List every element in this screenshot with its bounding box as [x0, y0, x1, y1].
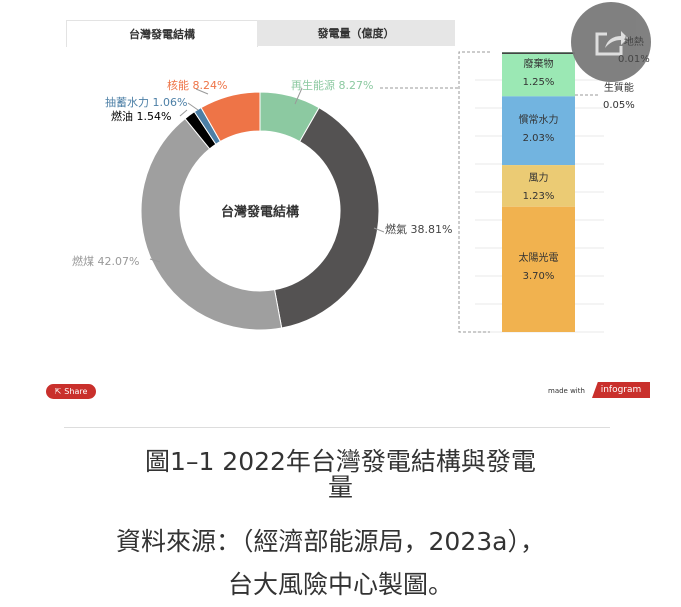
label-gas: 燃氣 38.81% [385, 223, 453, 236]
label-renewable: 再生能源 8.27% [291, 79, 374, 92]
label-coal: 燃煤 42.07% [72, 255, 140, 268]
bar-label-wind: 風力 1.23% [502, 170, 575, 206]
leader-line-1 [195, 88, 209, 95]
donut-center-label: 台灣發電結構 [220, 205, 299, 220]
bar-label-name: 慣常水力 [518, 115, 559, 126]
bar-segment-4 [502, 165, 575, 207]
tab-structure[interactable]: 台灣發電結構 [66, 20, 258, 47]
bar-label-name: 廢棄物 [523, 59, 554, 70]
donut-slice-5 [200, 91, 261, 143]
bar-label-value: 2.03% [522, 133, 555, 144]
bar-label-waste: 廢棄物 1.25% [502, 56, 575, 92]
donut-slice-2 [140, 117, 283, 331]
bar-segment-2 [502, 54, 575, 97]
divider [64, 427, 610, 428]
caption-title-cont: 量 [327, 473, 353, 502]
made-with-text: made with [548, 387, 585, 395]
bar-label-name: 地熱 [623, 37, 644, 48]
label-oil: 燃油 1.54% [111, 110, 172, 123]
label-pumped-hydro: 抽蓄水力 1.06% [105, 96, 188, 109]
bar-segment-3 [502, 96, 575, 166]
bar-label-hydro: 慣常水力 2.03% [502, 112, 575, 148]
bar-label-geothermal: 地熱 0.01% [618, 34, 650, 68]
share-overlay-button[interactable] [571, 2, 651, 82]
tab-generation[interactable]: 發電量（億度） [257, 20, 455, 46]
bracket [458, 51, 490, 333]
leader-line-3 [179, 109, 188, 117]
bar-label-name: 生質能 [603, 83, 634, 94]
bar-label-biomass: 生質能 0.05% [603, 80, 635, 114]
bar-segment-5 [502, 206, 575, 332]
bar-label-name: 太陽光電 [518, 253, 559, 264]
caption-source: 資料來源：（經濟部能源局，2023a）， [116, 527, 545, 556]
caption-credit: 台大風險中心製圖。 [227, 570, 453, 599]
chart-area [140, 51, 604, 333]
bar-label-solar: 太陽光電 3.70% [502, 250, 575, 286]
infogram-logo[interactable]: infogram [592, 382, 650, 398]
leader-line-0 [294, 87, 303, 105]
leader-line-4 [149, 258, 161, 263]
bar-label-value: 1.25% [522, 77, 555, 88]
share-button[interactable]: ⇱ Share [46, 384, 96, 399]
bar-label-value: 1.23% [522, 191, 555, 202]
share-label: Share [64, 387, 88, 396]
leader-line-2 [187, 102, 199, 111]
share-icon: ⇱ [54, 387, 62, 396]
leader-line-5 [373, 227, 385, 233]
bar-label-value: 3.70% [522, 271, 555, 282]
share-arrow-icon [595, 31, 628, 56]
bar-label-value: 0.05% [603, 100, 635, 111]
caption-title: 圖1–1 2022年台灣發電結構與發電 [145, 447, 536, 476]
donut-slice-1 [273, 107, 380, 329]
label-nuclear: 核能 8.24% [167, 79, 228, 92]
bar-label-name: 風力 [528, 173, 549, 184]
bar-label-value: 0.01% [618, 54, 650, 65]
bar-segment-1 [502, 52, 575, 55]
